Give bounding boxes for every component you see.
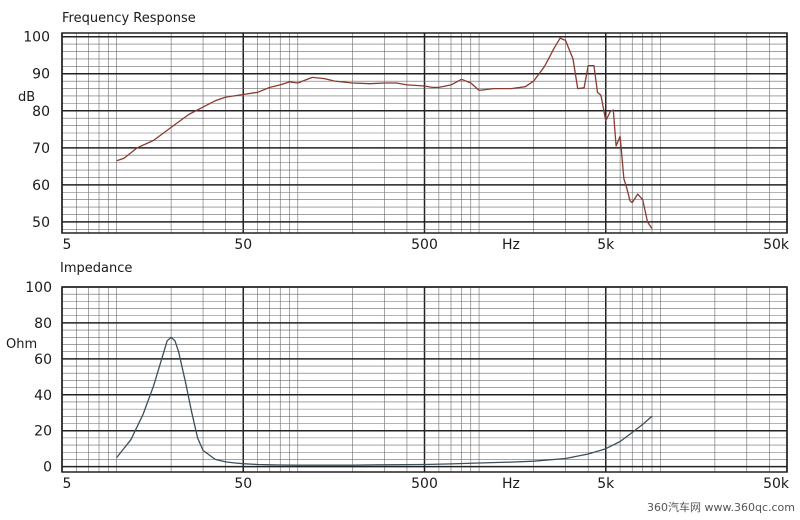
x-tick-label: 5k (597, 237, 615, 253)
grid (61, 286, 788, 472)
series-line (116, 37, 653, 229)
x-tick-label: 5 (63, 237, 72, 253)
y-tick-label: 80 (34, 316, 52, 332)
x-tick-label: 500 (411, 237, 438, 253)
x-tick-label: 50k (763, 476, 790, 492)
x-tick-label: 5 (63, 476, 72, 492)
series-line (116, 336, 653, 466)
y-tick-label: 60 (34, 352, 52, 368)
plot-frame (61, 286, 788, 473)
x-tick-label: 50 (234, 476, 252, 492)
y-axis-label: dB (18, 90, 35, 105)
y-tick-label: 40 (34, 388, 52, 404)
x-tick-label: Hz (502, 476, 520, 492)
y-tick-label: 0 (43, 460, 52, 476)
impedance-chart: Impedance Ohm 0 20 40 60 80 100 5 50 500 Hz 5k 50k (6, 261, 790, 492)
y-tick-label: 100 (23, 30, 50, 46)
y-tick-label: 20 (34, 424, 52, 440)
x-tick-label: 5k (597, 476, 615, 492)
x-tick-label: 50 (234, 237, 252, 253)
watermark-text: 360汽车网 www.360qc.com (647, 500, 795, 514)
y-tick-label: 50 (32, 215, 50, 231)
x-tick-label: Hz (502, 237, 520, 253)
chart-title: Impedance (60, 261, 132, 276)
y-tick-label: 80 (32, 104, 50, 120)
y-tick-label: 70 (32, 141, 50, 157)
y-axis-label: Ohm (6, 337, 37, 352)
frequency-response-chart: Frequency Response dB 50 60 70 80 90 100 5 50 500 H… (18, 11, 790, 253)
plot-frame (61, 32, 788, 234)
grid (61, 33, 788, 233)
y-tick-label: 60 (32, 178, 50, 194)
x-tick-label: 50k (763, 237, 790, 253)
x-tick-label: 500 (411, 476, 438, 492)
y-tick-label: 90 (32, 67, 50, 83)
y-tick-label: 100 (25, 280, 52, 296)
chart-title: Frequency Response (62, 11, 196, 26)
